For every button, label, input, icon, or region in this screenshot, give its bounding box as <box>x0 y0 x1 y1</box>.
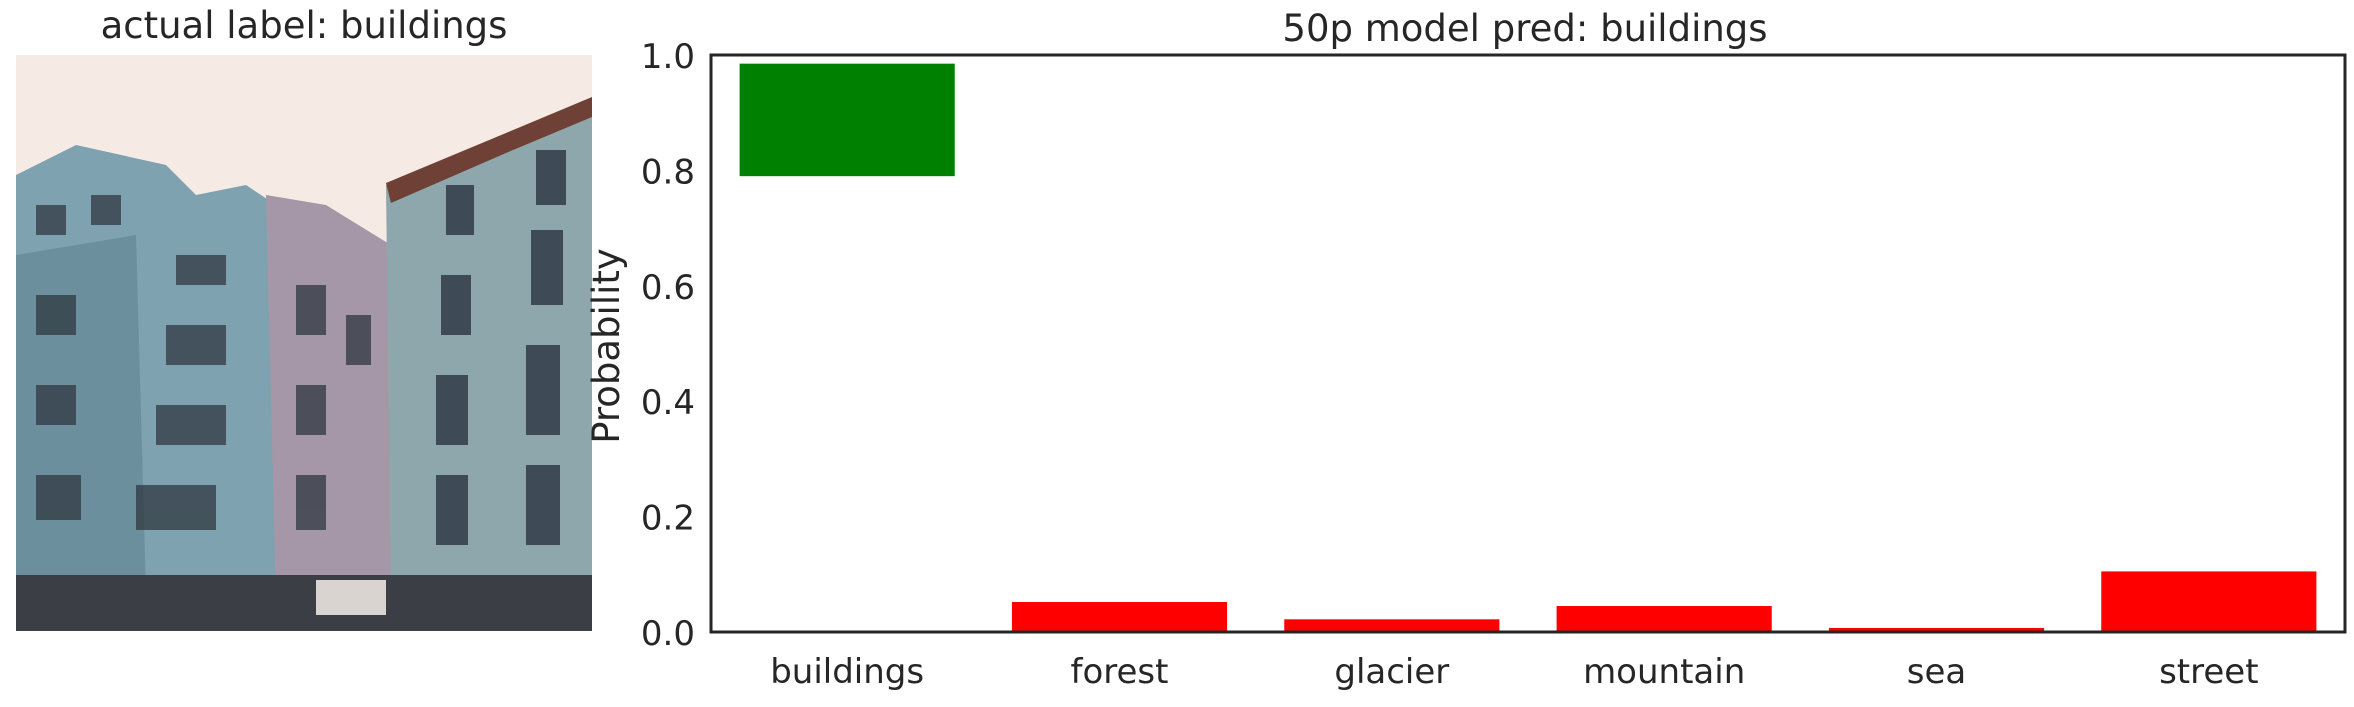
x-tick-label-mountain: mountain <box>1583 652 1745 692</box>
y-ticks: 0.0 0.2 0.4 0.6 0.8 1.0 <box>641 37 695 654</box>
y-tick-label: 0.0 <box>641 614 695 654</box>
x-tick-label-sea: sea <box>1907 652 1966 692</box>
image-title: actual label: buildings <box>100 4 508 47</box>
bar-glacier <box>1284 619 1500 632</box>
y-tick-label: 0.8 <box>641 152 695 192</box>
x-ticks: buildings forest glacier mountain sea street <box>770 652 2258 692</box>
bar-sea <box>1828 627 2045 632</box>
x-tick-label-buildings: buildings <box>770 652 924 692</box>
x-tick-label-street: street <box>2159 652 2258 692</box>
sample-photo <box>16 55 592 631</box>
y-tick-label: 0.2 <box>641 499 695 539</box>
bar-mountain <box>1556 606 1772 632</box>
x-tick-label-glacier: glacier <box>1334 652 1449 692</box>
y-axis-label: Probability <box>585 248 628 444</box>
photo-street <box>16 575 592 631</box>
y-tick-label: 0.4 <box>641 383 695 423</box>
photo-roof <box>386 97 592 203</box>
photo-street-sign <box>316 580 386 615</box>
chart-title: 50p model pred: buildings <box>1282 7 1767 50</box>
y-tick-label: 0.6 <box>641 268 695 308</box>
plot-frame <box>709 53 2347 634</box>
photo-left-windows <box>36 195 371 530</box>
bar-buildings <box>739 63 955 177</box>
bar-street <box>2101 571 2317 632</box>
bars <box>739 63 2317 632</box>
y-tick-label: 1.0 <box>641 37 695 77</box>
x-tick-label-forest: forest <box>1071 652 1169 692</box>
photo-right-windows <box>436 150 566 545</box>
bar-forest <box>1011 601 1228 632</box>
